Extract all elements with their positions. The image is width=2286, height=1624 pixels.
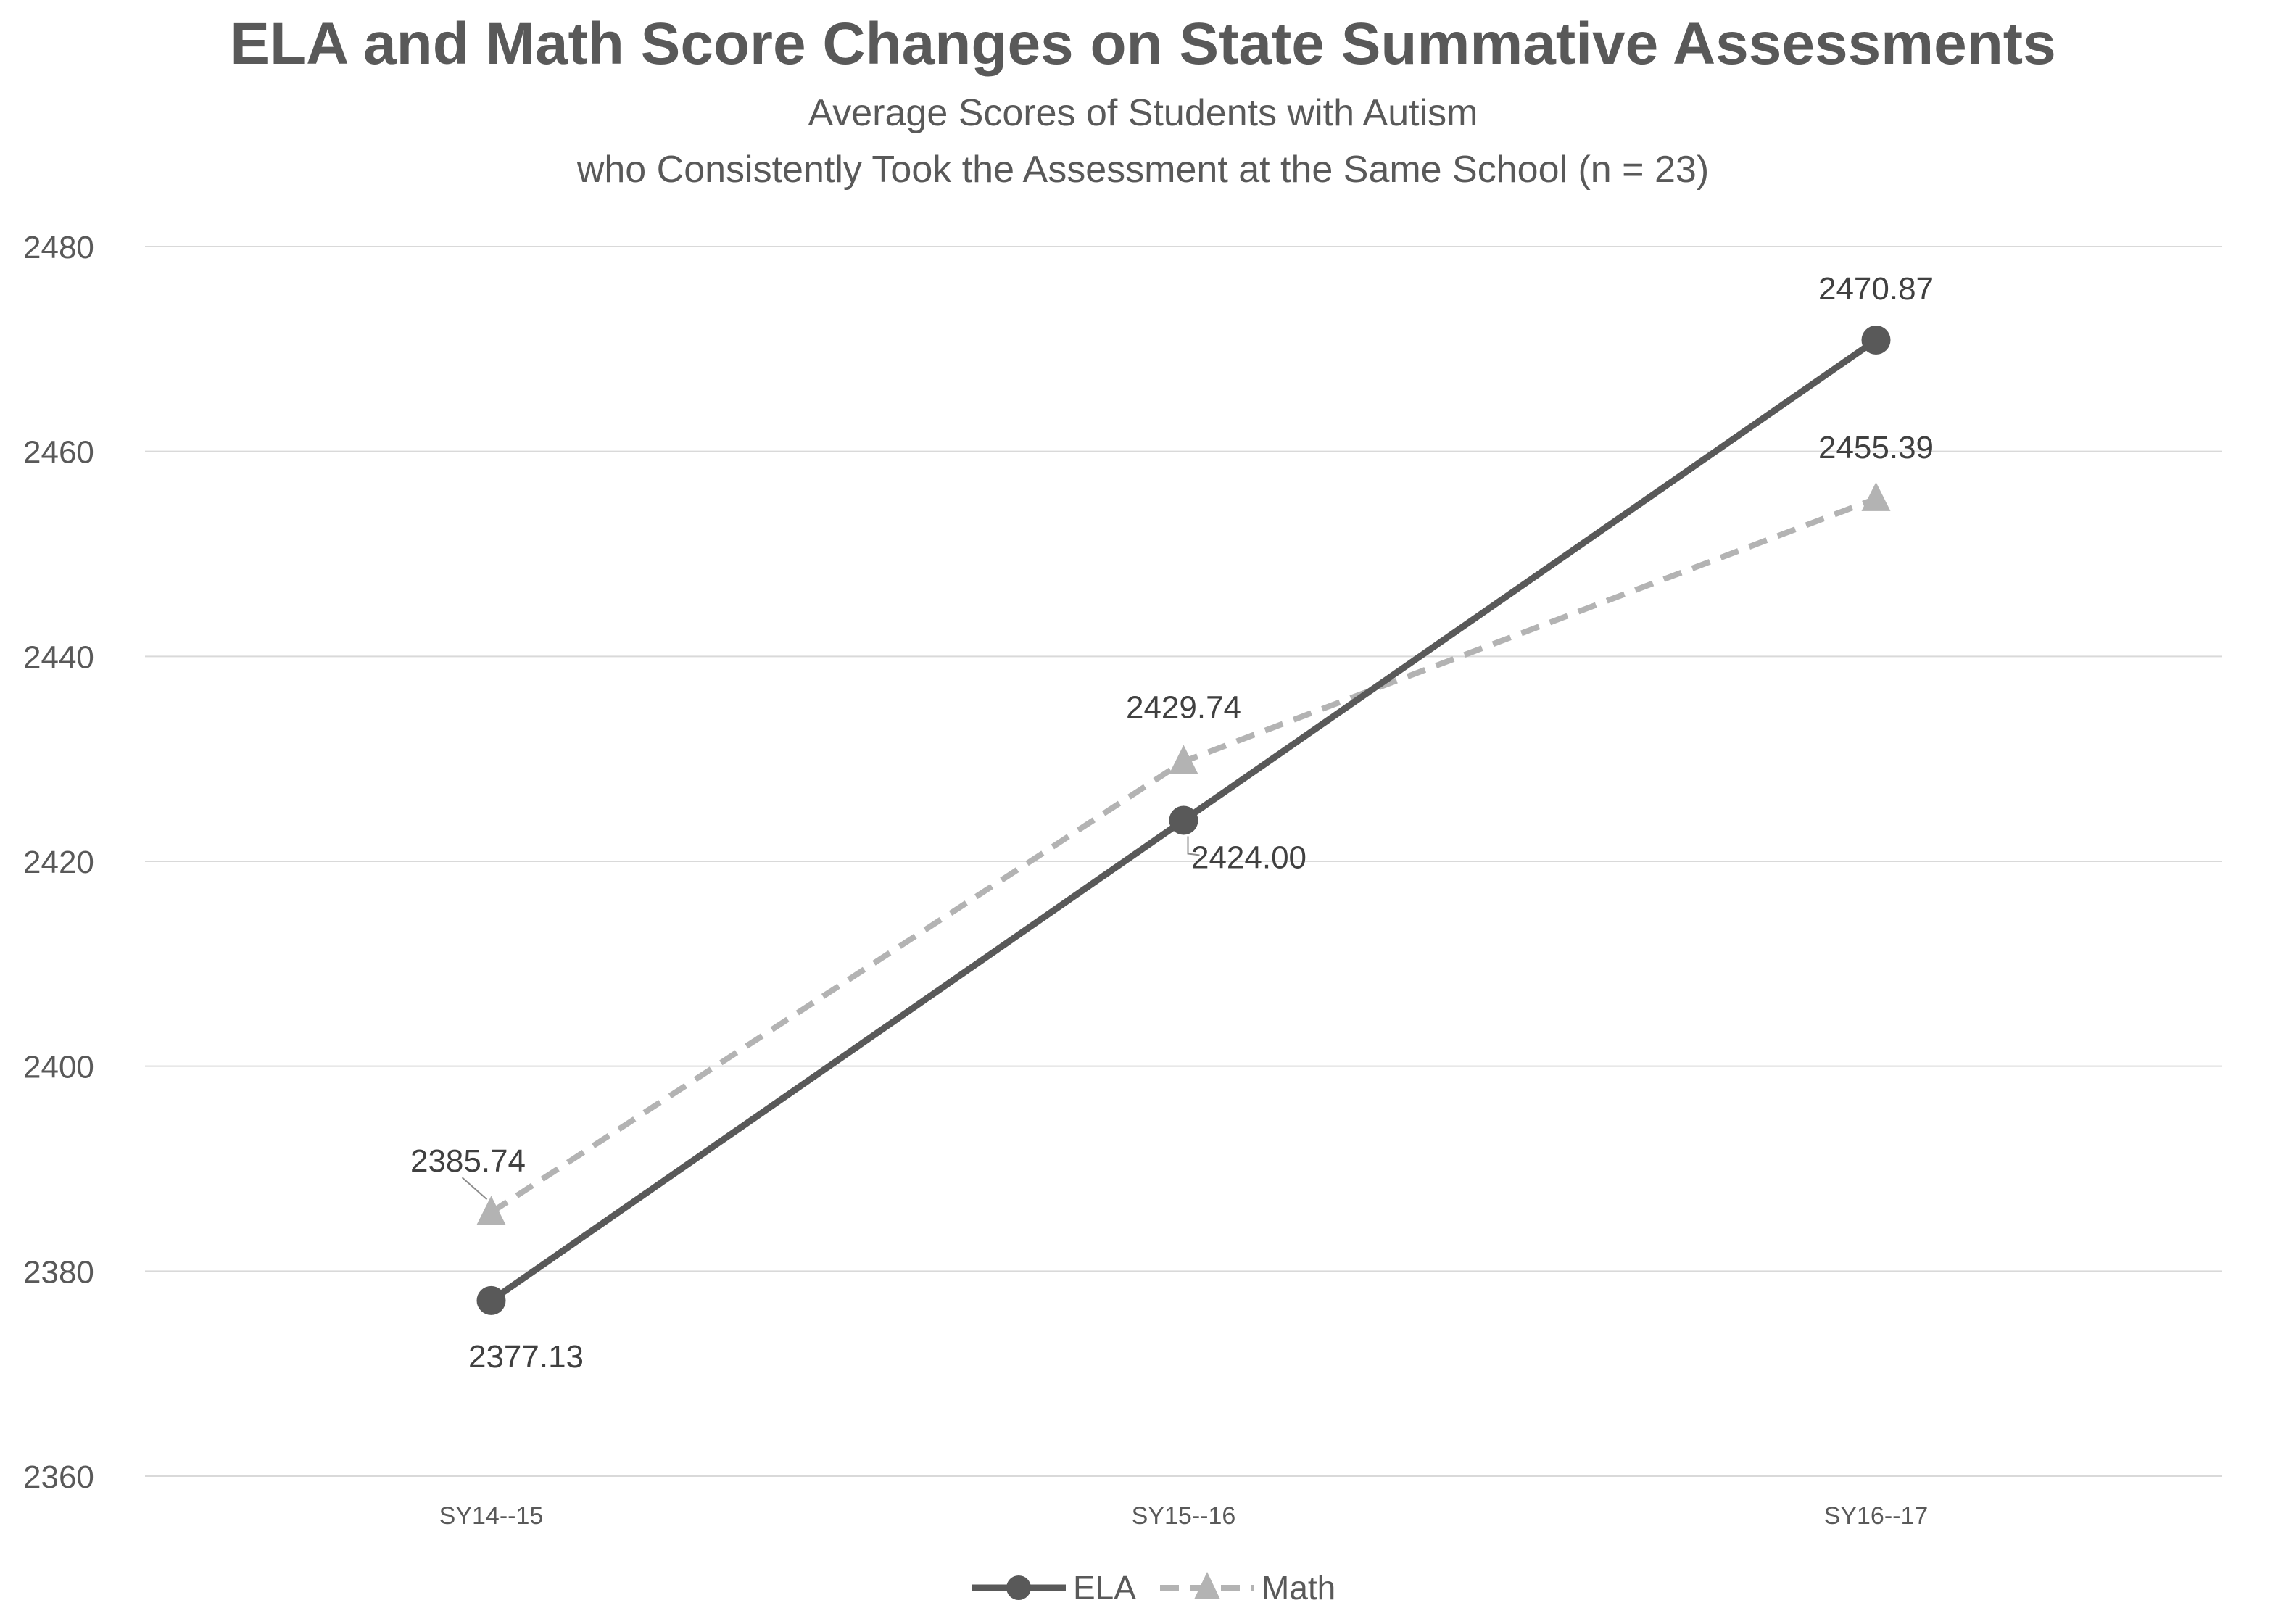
y-tick-label: 2480 bbox=[23, 230, 94, 265]
math-data-label: 2385.74 bbox=[410, 1143, 526, 1179]
y-tick-label: 2360 bbox=[23, 1459, 94, 1495]
leader-line bbox=[1187, 836, 1200, 856]
chart-legend: ELA Math bbox=[972, 1569, 1335, 1607]
math-data-label: 2429.74 bbox=[1126, 689, 1241, 725]
data-labels: 2377.13 2424.00 2470.87 2385.74 2429.74 2455.… bbox=[410, 271, 1934, 1375]
legend-label-math: Math bbox=[1262, 1569, 1335, 1607]
series-markers bbox=[476, 326, 1891, 1315]
y-tick-label: 2380 bbox=[23, 1254, 94, 1290]
x-tick-label: SY15--16 bbox=[1132, 1502, 1236, 1530]
math-data-label: 2455.39 bbox=[1818, 430, 1934, 465]
leader-line bbox=[461, 1177, 488, 1200]
chart-subtitle-line-2: who Consistently Took the Assessment at … bbox=[576, 149, 1710, 191]
math-point-marker bbox=[1169, 745, 1198, 774]
math-point-marker bbox=[1861, 482, 1891, 511]
ela-point-marker bbox=[1861, 326, 1891, 355]
chart-title: ELA and Math Score Changes on State Summ… bbox=[230, 11, 2056, 77]
ela-data-label: 2470.87 bbox=[1818, 271, 1934, 307]
ela-data-label: 2377.13 bbox=[468, 1339, 584, 1375]
data-label-leader-lines bbox=[461, 836, 1200, 1200]
chart-subtitle-line-1: Average Scores of Students with Autism bbox=[808, 92, 1478, 134]
y-tick-label: 2400 bbox=[23, 1050, 94, 1085]
gridlines bbox=[145, 246, 2222, 1477]
x-tick-label: SY14--15 bbox=[439, 1502, 544, 1530]
x-axis-tick-labels: SY14--15 SY15--16 SY16--17 bbox=[439, 1502, 1929, 1530]
legend-label-ela: ELA bbox=[1073, 1569, 1136, 1607]
ela-point-marker bbox=[1169, 805, 1198, 835]
legend-marker-math bbox=[1194, 1572, 1220, 1599]
y-tick-label: 2460 bbox=[23, 435, 94, 471]
legend-marker-ela bbox=[1006, 1575, 1031, 1600]
x-tick-label: SY16--17 bbox=[1824, 1502, 1929, 1530]
y-tick-label: 2420 bbox=[23, 845, 94, 880]
ela-data-label: 2424.00 bbox=[1191, 840, 1306, 875]
y-axis-tick-labels: 2360 2380 2400 2420 2440 2460 2480 bbox=[23, 230, 94, 1495]
y-tick-label: 2440 bbox=[23, 639, 94, 675]
math-point-marker bbox=[476, 1196, 506, 1225]
ela-point-marker bbox=[476, 1285, 506, 1315]
series-line-math bbox=[489, 496, 1877, 1215]
